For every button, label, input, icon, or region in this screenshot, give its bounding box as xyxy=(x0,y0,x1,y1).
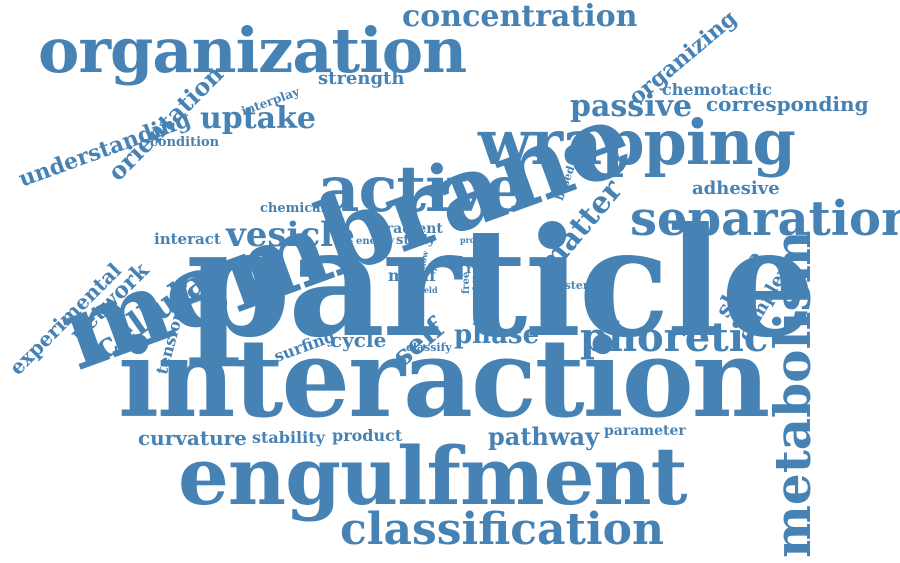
word-condition: condition xyxy=(150,135,220,150)
word-chemical: chemical xyxy=(260,201,326,216)
word-uptake: uptake xyxy=(200,101,316,136)
word-concentration: concentration xyxy=(402,0,638,34)
word-product: product xyxy=(332,426,403,445)
word-vesicle: vesicle xyxy=(226,215,355,255)
word-passive: passive xyxy=(570,89,693,124)
word-organization: organization xyxy=(38,14,467,87)
word-parameter: parameter xyxy=(604,423,686,439)
word-pathway: pathway xyxy=(488,422,600,451)
word-phase: phase xyxy=(454,320,540,350)
word-system: system xyxy=(552,279,595,292)
word-classify: classify xyxy=(406,341,452,354)
word-adhesive: adhesive xyxy=(692,178,780,199)
word-flow: flow xyxy=(417,250,430,270)
word-phoretic: phoretic xyxy=(580,314,769,361)
word-separation: separation xyxy=(630,191,900,247)
word-cycle: cycle xyxy=(330,328,387,352)
word-interaction: interaction xyxy=(118,316,770,442)
word-case: case xyxy=(472,284,495,294)
word-wrapping: wrapping xyxy=(478,106,796,179)
word-particle: particle xyxy=(186,195,816,371)
word-strength: strength xyxy=(318,68,405,89)
word-field: field xyxy=(418,285,438,295)
word-interact: interact xyxy=(154,230,221,248)
word-stability: stability xyxy=(252,428,325,447)
word-corresponding: corresponding xyxy=(706,92,869,116)
word-free: free xyxy=(461,271,472,294)
word-engulfment: engulfment xyxy=(178,429,688,523)
word-energy: energy xyxy=(356,236,395,247)
word-role: role xyxy=(466,262,495,277)
word-study: study xyxy=(396,233,436,248)
word-classification: classification xyxy=(340,504,664,555)
word-gradient: gradient xyxy=(376,221,443,237)
word-chemotactic: chemotactic xyxy=(662,80,772,99)
word-active: active xyxy=(318,152,525,227)
word-proc: proc xyxy=(460,235,481,245)
word-curvature: curvature xyxy=(138,426,247,450)
word-full: full xyxy=(472,275,490,285)
word-motif: motif xyxy=(388,266,436,285)
